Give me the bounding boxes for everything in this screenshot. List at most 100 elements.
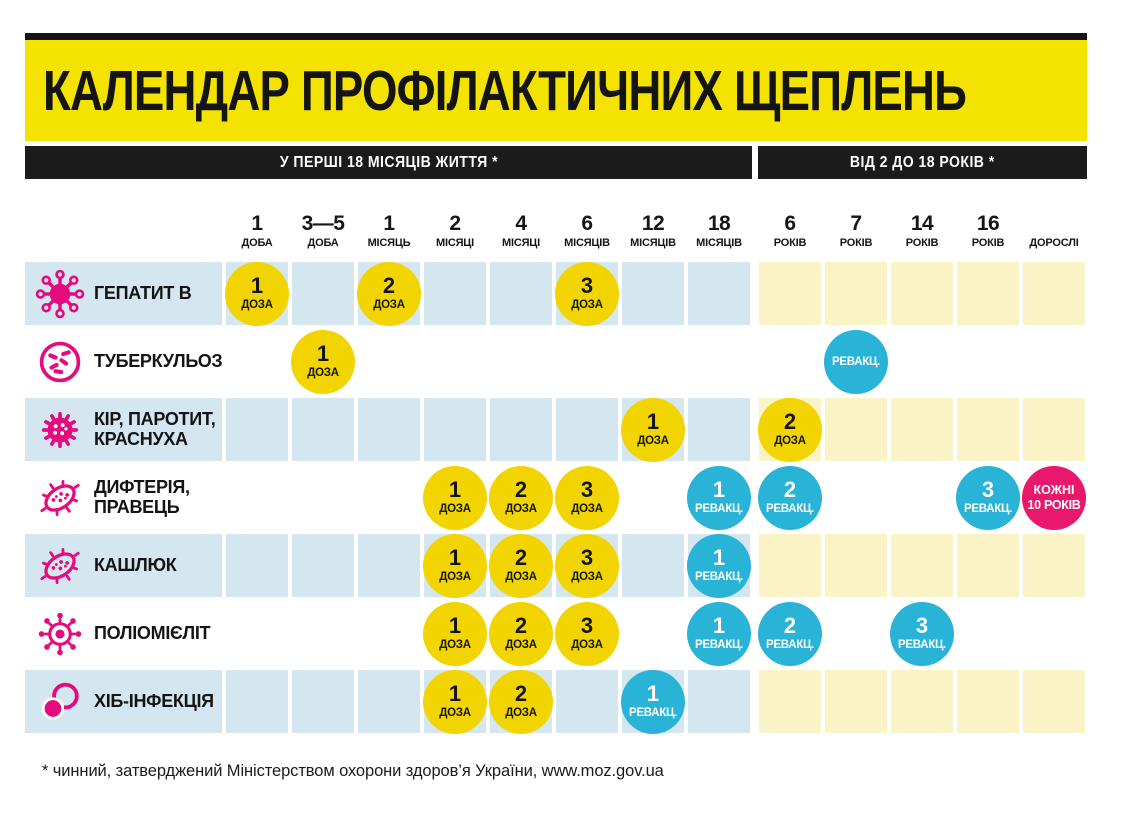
section-divider: [754, 262, 755, 325]
column-header-value: 14: [910, 212, 934, 235]
dose-mark: 1 ДОЗА: [423, 669, 487, 734]
schedule-cell: [825, 534, 887, 597]
column-header: 1 МІСЯЦЬ: [358, 192, 420, 256]
schedule-cell: 2 ДОЗА: [489, 465, 553, 530]
mark-number: 2: [514, 612, 528, 638]
schedule-cell: [688, 398, 750, 461]
schedule-cell: 1 ДОЗА: [423, 601, 487, 666]
table-row: ПОЛІОМІЄЛІТ 1 ДОЗА 2 ДОЗА 3 ДОЗА 1 РЕВАКЦ. 2 РЕВАК…: [25, 601, 1087, 666]
mark-label: ДОЗА: [505, 502, 537, 515]
schedule-cell: [825, 602, 887, 665]
column-header-unit: МІСЯЦІ: [502, 237, 540, 249]
schedule-cell: [358, 534, 420, 597]
mark-label: РЕВАКЦ.: [832, 355, 880, 368]
schedule-cell: [825, 466, 887, 529]
schedule-cell: РЕВАКЦ.: [824, 329, 888, 394]
schedule-cell: [292, 466, 354, 529]
mark-number: 2: [514, 680, 528, 706]
column-header-unit: МІСЯЦІВ: [696, 237, 742, 249]
page-title: КАЛЕНДАР ПРОФІЛАКТИЧНИХ ЩЕПЛЕНЬ: [43, 58, 967, 123]
column-header: 16 РОКІВ: [957, 192, 1019, 256]
section-label: ВІД 2 ДО 18 РОКІВ *: [850, 153, 995, 171]
schedule-cell: [891, 466, 953, 529]
schedule-cell: 1 ДОЗА: [621, 397, 685, 462]
column-header-value: 7: [850, 212, 862, 235]
mark-label: ДОЗА: [571, 502, 603, 515]
booster-mark: 2 РЕВАКЦ.: [758, 601, 822, 666]
mark-number: КОЖНІ: [1033, 482, 1075, 497]
column-header-unit: МІСЯЦЬ: [367, 237, 411, 249]
schedule-cell: 2 ДОЗА: [758, 397, 822, 462]
column-header-value: 2: [449, 212, 461, 235]
dose-mark: 1 ДОЗА: [423, 465, 487, 530]
row-label: ТУБЕРКУЛЬОЗ: [25, 330, 223, 393]
booster-mark: 3 РЕВАКЦ.: [890, 601, 954, 666]
column-header: 14 РОКІВ: [891, 192, 953, 256]
schedule-cell: [226, 602, 288, 665]
schedule-cell: КОЖНІ 10 РОКІВ: [1022, 465, 1086, 530]
schedule-cell: 3 ДОЗА: [555, 601, 619, 666]
schedule-cell: [891, 398, 953, 461]
mark-number: 3: [915, 612, 929, 638]
mark-number: 2: [783, 476, 797, 502]
schedule-cell: [556, 670, 618, 733]
schedule-cell: [1023, 534, 1085, 597]
table-row: ДИФТЕРІЯ, ПРАВЕЦЬ 1 ДОЗА 2 ДОЗА 3 ДОЗА 1 РЕВАКЦ.…: [25, 465, 1087, 530]
mark-label: ДОЗА: [439, 570, 471, 583]
mark-label: РЕВАКЦ.: [898, 638, 946, 651]
mark-label: РЕВАКЦ.: [695, 502, 743, 515]
schedule-cell: [1023, 670, 1085, 733]
row-label: КАШЛЮК: [25, 534, 222, 597]
schedule-cell: [226, 398, 288, 461]
disease-name: ДИФТЕРІЯ, ПРАВЕЦЬ: [94, 477, 190, 517]
schedule-cell: [891, 262, 953, 325]
dose-mark: 1 ДОЗА: [621, 397, 685, 462]
column-header-value: 16: [976, 212, 1000, 235]
schedule-cell: [957, 534, 1019, 597]
column-header-value: 12: [641, 212, 665, 235]
footnote: * чинний, затверджений Міністерством охо…: [42, 762, 664, 780]
schedule-cell: 3 ДОЗА: [555, 533, 619, 598]
mark-label: ДОЗА: [571, 638, 603, 651]
mark-label: РЕВАКЦ.: [766, 502, 814, 515]
virus-measles-icon: [34, 404, 86, 456]
schedule-cell: [825, 262, 887, 325]
mark-number: 2: [783, 408, 797, 434]
schedule-cell: 1 РЕВАКЦ.: [621, 669, 685, 734]
schedule-cell: [424, 398, 486, 461]
mark-number: 1: [712, 612, 726, 638]
schedule-cell: 2 ДОЗА: [489, 601, 553, 666]
schedule-cell: [825, 398, 887, 461]
mark-label: ДОЗА: [439, 706, 471, 719]
booster-mark: 1 РЕВАКЦ.: [687, 465, 751, 530]
dose-mark: 1 ДОЗА: [423, 533, 487, 598]
schedule-cell: 1 РЕВАКЦ.: [687, 465, 751, 530]
column-header: 12 МІСЯЦІВ: [622, 192, 684, 256]
column-header-value: 6: [784, 212, 796, 235]
disease-name: ТУБЕРКУЛЬОЗ: [94, 350, 223, 371]
mark-number: 1: [448, 612, 462, 638]
mark-number: 2: [783, 612, 797, 638]
mark-label: ДОЗА: [439, 638, 471, 651]
schedule-cell: [825, 670, 887, 733]
schedule-cell: [556, 330, 618, 393]
mark-number: 3: [580, 612, 594, 638]
section-bar-2-18-years: ВІД 2 ДО 18 РОКІВ *: [758, 146, 1087, 179]
disease-name: ПОЛІОМІЄЛІТ: [94, 622, 211, 643]
section-divider: [754, 602, 755, 665]
column-header-value: 18: [707, 212, 731, 235]
schedule-cell: [226, 466, 288, 529]
booster-mark: 1 РЕВАКЦ.: [687, 601, 751, 666]
row-label: ПОЛІОМІЄЛІТ: [25, 602, 222, 665]
column-header-unit: РОКІВ: [971, 237, 1005, 249]
schedule-cell: 1 РЕВАКЦ.: [687, 533, 751, 598]
schedule-cell: 2 РЕВАКЦ.: [758, 601, 822, 666]
schedule-cell: [957, 398, 1019, 461]
mark-label: ДОЗА: [373, 298, 405, 311]
section-divider: [754, 330, 755, 393]
column-header-unit: МІСЯЦІВ: [564, 237, 610, 249]
column-header: 6 МІСЯЦІВ: [556, 192, 618, 256]
mark-number: 1: [316, 340, 330, 366]
schedule-body: ГЕПАТИТ В 1 ДОЗА 2 ДОЗА 3 ДОЗА ТУБЕРКУЛЬОЗ 1 ДОЗА…: [25, 261, 1087, 738]
table-row: КАШЛЮК 1 ДОЗА 2 ДОЗА 3 ДОЗА 1 РЕВАКЦ.: [25, 533, 1087, 598]
